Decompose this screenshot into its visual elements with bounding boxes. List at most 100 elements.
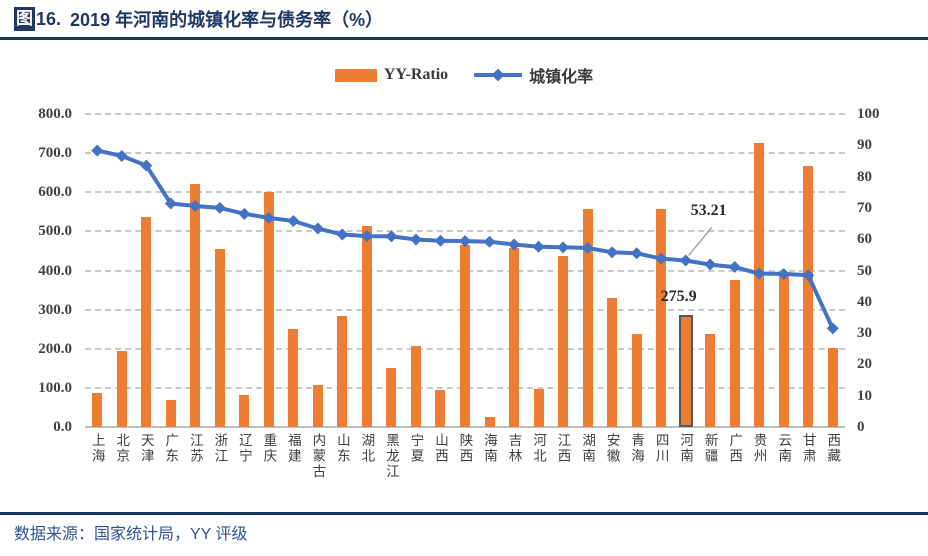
figure-title-text: 2019 年河南的城镇化率与债务率（%） xyxy=(70,10,384,30)
x-axis-label: 海南 xyxy=(482,433,497,464)
bars xyxy=(85,114,845,427)
bar xyxy=(239,394,250,427)
bar xyxy=(263,191,274,427)
x-label-slot: 陕西 xyxy=(453,433,478,507)
gridline xyxy=(85,191,845,194)
right-axis-tick: 60 xyxy=(857,231,872,248)
right-axis-tick: 100 xyxy=(857,106,880,122)
bar xyxy=(582,209,593,427)
bar xyxy=(778,272,789,427)
left-axis-tick: 600.0 xyxy=(38,184,72,201)
x-label-slot: 上海 xyxy=(85,433,110,507)
x-label-slot: 湖北 xyxy=(355,433,380,507)
x-label-slot: 湖南 xyxy=(575,433,600,507)
right-axis: 100 90 80 70 60 50 40 30 20 10 0 xyxy=(857,106,921,435)
x-label-slot: 河南 xyxy=(673,433,698,507)
bar xyxy=(288,329,299,427)
bar xyxy=(803,166,814,427)
data-source: 数据来源：国家统计局，YY 评级 xyxy=(14,526,248,543)
x-label-slot: 海南 xyxy=(477,433,502,507)
x-axis-label: 辽宁 xyxy=(236,433,252,464)
x-axis-labels: 上海 北京 天津 广东 江苏 浙江 辽宁 重庆 福建 内蒙古 山东 湖北 黑龙江 宁夏 山西 陕西 海南 吉林 河北… xyxy=(85,433,845,507)
x-label-slot: 内蒙古 xyxy=(306,433,331,507)
x-label-slot: 西藏 xyxy=(820,433,845,507)
x-label-slot: 新疆 xyxy=(698,433,723,507)
x-label-slot: 广西 xyxy=(722,433,747,507)
x-label-slot: 天津 xyxy=(134,433,159,507)
x-axis-label: 浙江 xyxy=(212,433,228,464)
x-axis-label: 湖南 xyxy=(580,433,596,464)
footer-divider xyxy=(0,512,928,515)
right-axis-tick: 40 xyxy=(857,293,872,310)
bar xyxy=(558,256,569,427)
bar-highlighted xyxy=(678,315,693,427)
x-axis-label: 新疆 xyxy=(702,433,718,464)
bar xyxy=(460,244,470,427)
line-diamond-markers xyxy=(91,144,839,335)
left-axis: 800.0 700.0 600.0 500.0 400.0 300.0 200.0 100.0… xyxy=(0,106,72,435)
line-series xyxy=(91,144,839,335)
x-label-slot: 山西 xyxy=(428,433,453,507)
x-axis-label: 江西 xyxy=(555,433,571,464)
gridline xyxy=(85,230,845,233)
x-axis-line xyxy=(85,426,845,428)
bar-series-swatch xyxy=(334,68,377,82)
x-axis-label: 福建 xyxy=(285,433,301,464)
x-label-slot: 广东 xyxy=(159,433,184,507)
x-label-slot: 贵州 xyxy=(747,433,772,507)
bar xyxy=(533,389,544,427)
bar xyxy=(214,248,225,427)
annotation-leader-line xyxy=(688,227,713,256)
x-axis-label: 山东 xyxy=(334,433,350,464)
x-axis-label: 河南 xyxy=(678,433,694,464)
right-axis-tick: 0 xyxy=(857,419,865,435)
x-label-slot: 江苏 xyxy=(183,433,208,507)
x-axis-label: 甘肃 xyxy=(800,433,816,464)
x-label-slot: 黑龙江 xyxy=(379,433,404,507)
bar xyxy=(705,334,716,427)
plot-area: 53.21 275.9 xyxy=(85,113,845,428)
x-axis-label: 宁夏 xyxy=(408,433,424,464)
x-axis-label: 陕西 xyxy=(457,433,473,464)
x-axis-label: 湖北 xyxy=(359,433,375,464)
x-axis-label: 安徽 xyxy=(604,433,620,464)
bar xyxy=(509,247,520,427)
gridline xyxy=(85,152,845,155)
left-axis-tick: 500.0 xyxy=(38,223,72,240)
x-axis-label: 黑龙江 xyxy=(383,433,399,480)
x-label-slot: 辽宁 xyxy=(232,433,257,507)
x-label-slot: 浙江 xyxy=(208,433,233,507)
left-axis-tick: 0.0 xyxy=(53,419,72,435)
x-label-slot: 云南 xyxy=(771,433,796,507)
bar xyxy=(754,142,765,427)
legend-label: YY-Ratio xyxy=(383,66,449,83)
bar xyxy=(631,333,642,427)
x-label-slot: 重庆 xyxy=(257,433,282,507)
x-axis-label: 青海 xyxy=(629,433,645,464)
bar xyxy=(165,400,176,427)
x-axis-label: 内蒙古 xyxy=(310,433,326,480)
x-axis-label: 广西 xyxy=(727,433,743,464)
x-axis-label: 天津 xyxy=(138,433,154,464)
left-axis-tick: 400.0 xyxy=(38,262,72,279)
x-axis-label: 重庆 xyxy=(261,433,277,464)
gridline xyxy=(85,113,845,115)
bar xyxy=(827,348,838,427)
x-label-slot: 山东 xyxy=(330,433,355,507)
x-label-slot: 北京 xyxy=(110,433,135,507)
right-axis-tick: 70 xyxy=(857,199,872,216)
bar xyxy=(312,384,323,427)
right-axis-tick: 20 xyxy=(857,356,872,373)
x-axis-label: 西藏 xyxy=(825,433,841,464)
x-axis-label: 山西 xyxy=(432,433,448,464)
left-axis-tick: 100.0 xyxy=(38,379,72,396)
figure-number: 16. xyxy=(36,8,62,29)
bar xyxy=(410,345,421,427)
bar xyxy=(337,315,348,427)
x-label-slot: 福建 xyxy=(281,433,306,507)
x-axis-label: 四川 xyxy=(653,433,669,464)
annotation-line-value: 53.21 xyxy=(690,202,727,220)
bar xyxy=(607,298,618,427)
legend-label: 城镇化率 xyxy=(529,69,594,86)
